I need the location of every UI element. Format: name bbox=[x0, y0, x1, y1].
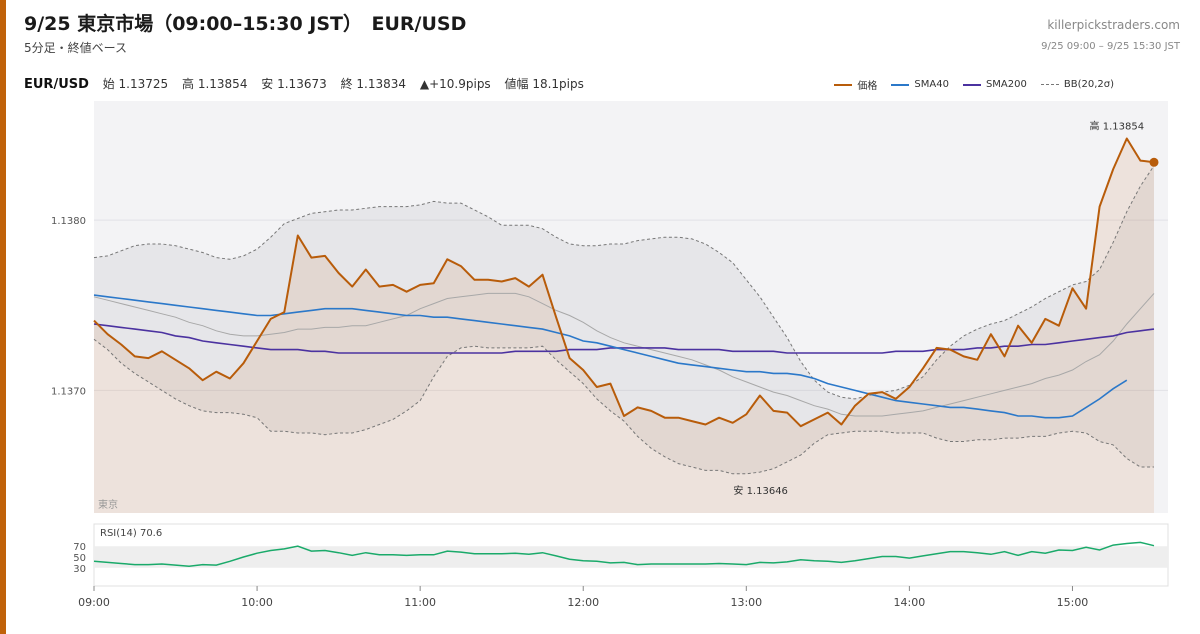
x-tick-label: 11:00 bbox=[404, 596, 436, 609]
legend-sma40[interactable]: SMA40 bbox=[891, 77, 949, 92]
price-area bbox=[94, 138, 1154, 513]
price-stats: EUR/USD 始 1.13725 高 1.13854 安 1.13673 終 … bbox=[24, 75, 594, 92]
stats-close: 終 1.13834 bbox=[340, 77, 407, 91]
stats-symbol: EUR/USD bbox=[24, 77, 89, 92]
low-annotation: 安 1.13646 bbox=[733, 484, 788, 497]
rsi-tick-label: 70 bbox=[73, 542, 86, 553]
rsi-label: RSI(14) 70.6 bbox=[100, 528, 162, 539]
stats-open: 始 1.13725 bbox=[102, 77, 169, 91]
x-tick-label: 09:00 bbox=[78, 596, 110, 609]
legend-sma40-label: SMA40 bbox=[914, 79, 949, 90]
high-annotation: 高 1.13854 bbox=[1090, 119, 1145, 132]
rsi-tick-label: 50 bbox=[73, 553, 86, 564]
legend-price-label: 価格 bbox=[857, 81, 878, 92]
y-tick-label: 1.1380 bbox=[51, 216, 86, 227]
legend-sma200-swatch bbox=[962, 83, 981, 86]
price-line bbox=[93, 137, 1155, 428]
legend-bb-swatch bbox=[1040, 84, 1059, 85]
rsi-band bbox=[94, 546, 1168, 568]
session-label: 東京 bbox=[98, 498, 118, 511]
bb-band-area bbox=[94, 165, 1154, 474]
legend-bb-label: BB(20,2σ) bbox=[1063, 79, 1114, 90]
rsi-line bbox=[93, 541, 1155, 567]
page-title: 9/25 東京市場（09:00–15:30 JST） EUR/USD bbox=[24, 13, 467, 35]
legend-sma200[interactable]: SMA200 bbox=[962, 77, 1027, 92]
legend-sma200-label: SMA200 bbox=[985, 79, 1027, 90]
stats-range: 値幅 18.1pips bbox=[504, 77, 584, 91]
stats-change: ▲+10.9pips bbox=[419, 77, 491, 91]
time-range: 9/25 09:00 – 9/25 15:30 JST bbox=[1041, 41, 1180, 52]
sma200-line bbox=[93, 323, 1155, 354]
accent-bar bbox=[0, 0, 6, 634]
sma40-line bbox=[93, 294, 1128, 419]
legend-price-swatch bbox=[834, 83, 853, 86]
last-price-dot[interactable] bbox=[1149, 157, 1159, 167]
bb-lower-line bbox=[93, 338, 1154, 475]
chart-legend: 価格 SMA40 SMA200 BB(20,2σ) bbox=[820, 77, 1114, 92]
stats-low: 安 1.13673 bbox=[261, 77, 327, 91]
bb-middle-line bbox=[93, 292, 1155, 417]
x-tick-label: 12:00 bbox=[567, 596, 599, 609]
x-tick-label: 10:00 bbox=[241, 596, 273, 609]
legend-bb[interactable]: BB(20,2σ) bbox=[1040, 77, 1114, 92]
bb-upper-line bbox=[93, 165, 1155, 400]
page-subtitle: 5分足・終値ベース bbox=[24, 41, 128, 55]
x-tick-label: 15:00 bbox=[1057, 596, 1089, 609]
rsi-tick-label: 30 bbox=[73, 564, 86, 575]
stats-high: 高 1.13854 bbox=[182, 77, 248, 91]
main-plot-area bbox=[94, 101, 1168, 513]
x-tick-label: 13:00 bbox=[730, 596, 762, 609]
site-name: killerpickstraders.com bbox=[1047, 18, 1180, 32]
legend-sma40-swatch bbox=[891, 83, 910, 86]
legend-price[interactable]: 価格 bbox=[834, 77, 877, 92]
y-tick-label: 1.1370 bbox=[51, 386, 86, 397]
x-tick-label: 14:00 bbox=[894, 596, 926, 609]
